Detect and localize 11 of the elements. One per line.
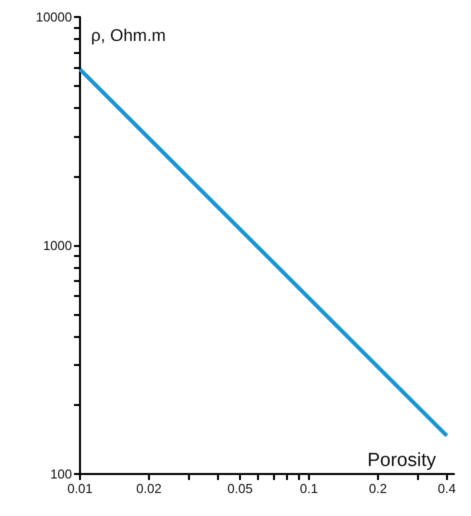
y-tick-label: 10000 xyxy=(36,10,72,24)
x-tick-label: 0.02 xyxy=(136,481,162,496)
x-axis-title: Porosity xyxy=(367,450,436,471)
x-tick-label: 0.01 xyxy=(67,481,93,496)
y-tick-label: 1000 xyxy=(43,238,72,253)
x-tick-label: 0.4 xyxy=(438,481,456,496)
x-tick-label: 0.05 xyxy=(227,481,253,496)
y-axis-title: ρ, Ohm.m xyxy=(91,26,166,45)
y-tick-label: 100 xyxy=(50,466,72,482)
x-tick-label: 0.1 xyxy=(300,481,318,496)
x-tick-label: 0.2 xyxy=(368,481,387,496)
